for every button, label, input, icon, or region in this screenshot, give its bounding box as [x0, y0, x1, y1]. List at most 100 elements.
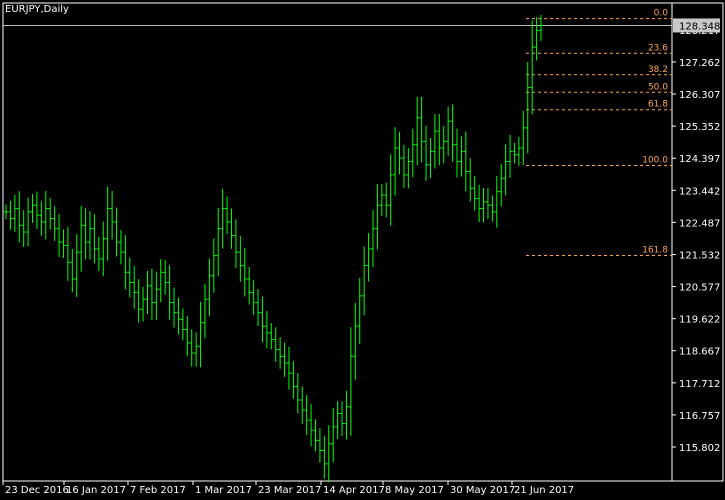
ohlc-bar: [21, 210, 26, 248]
ohlc-bar: [163, 260, 168, 295]
ohlc-bar: [70, 248, 75, 293]
price-tick-label: 115.802: [679, 443, 720, 454]
time-tick-label: 8 May 2017: [385, 485, 444, 496]
current-price-box: [673, 18, 720, 33]
time-tick-label: 1 Mar 2017: [195, 485, 252, 496]
ohlc-bar: [216, 207, 221, 277]
ohlc-bar: [419, 96, 424, 163]
ohlc-bar: [4, 204, 8, 220]
ohlc-bar: [17, 191, 22, 243]
ohlc-bar: [286, 346, 291, 390]
ohlc-bar: [141, 286, 146, 322]
fib-level-label: 61.8: [648, 100, 668, 110]
ohlc-bar: [39, 201, 44, 236]
ohlc-bar: [481, 188, 486, 223]
price-tick-label: 122.487: [679, 218, 720, 229]
price-tick-label: 118.667: [679, 347, 720, 358]
ohlc-bar: [8, 200, 13, 230]
ohlc-bar: [198, 301, 203, 368]
ohlc-bar: [304, 395, 309, 436]
ohlc-bar: [353, 302, 358, 380]
ohlc-bar: [225, 196, 230, 235]
ohlc-bar: [503, 144, 508, 196]
ohlc-bar: [256, 288, 261, 327]
price-tick-label: 117.712: [679, 379, 720, 390]
ohlc-bar: [176, 297, 181, 335]
price-tick-label: 124.397: [679, 154, 720, 165]
ohlc-bar: [251, 280, 256, 315]
ohlc-bar: [233, 219, 238, 269]
ohlc-bar: [521, 110, 526, 166]
ohlc-bar: [432, 114, 437, 169]
ohlc-bar: [185, 316, 190, 357]
ohlc-bar: [446, 106, 451, 156]
ohlc-bar: [105, 186, 110, 261]
ohlc-bar: [424, 125, 429, 181]
price-tick-label: 119.622: [679, 315, 720, 326]
ohlc-bar: [48, 197, 53, 230]
ohlc-bar: [388, 154, 393, 226]
ohlc-bar: [393, 127, 398, 196]
ohlc-bar: [331, 408, 336, 463]
ohlc-bar: [136, 279, 141, 323]
ohlc-bar: [441, 126, 446, 164]
ohlc-bar: [26, 197, 31, 247]
ohlc-bar: [362, 246, 367, 316]
ohlc-bar: [278, 337, 283, 369]
ohlc-bar: [110, 191, 115, 240]
ohlc-bar: [508, 135, 513, 178]
ohlc-bar: [348, 327, 353, 436]
ohlc-bar: [490, 195, 495, 222]
fib-level-label: 38.2: [648, 65, 668, 75]
ohlc-bar: [34, 191, 39, 229]
time-tick-label: 30 May 2017: [450, 485, 515, 496]
ohlc-bar: [322, 435, 327, 479]
ohlc-bar: [313, 419, 318, 452]
ohlc-bar: [477, 184, 482, 223]
fib-level-label: 161.8: [642, 246, 668, 256]
ohlc-bar: [317, 428, 322, 463]
ohlc-bar: [189, 329, 194, 367]
ohlc-bar: [300, 386, 305, 424]
ohlc-bar: [30, 194, 35, 223]
ohlc-bar: [92, 214, 97, 264]
ohlc-bar: [370, 210, 375, 268]
ohlc-bar: [340, 401, 345, 436]
ohlc-bar: [335, 401, 340, 440]
ohlc-bar: [57, 213, 62, 257]
ohlc-bar: [202, 283, 207, 339]
ohlc-bar: [357, 277, 362, 345]
ohlc-bar: [326, 425, 331, 483]
ohlc-bar: [264, 310, 269, 348]
price-tick-label: 120.577: [679, 283, 720, 294]
time-tick-label: 23 Dec 2016: [5, 485, 69, 496]
ohlc-bar: [494, 175, 499, 228]
ohlc-bar: [238, 236, 243, 282]
ohlc-bar: [114, 207, 119, 257]
ohlc-bar: [468, 158, 473, 202]
ohlc-bar: [397, 131, 402, 175]
ohlc-bar: [96, 236, 101, 272]
ohlc-bar: [406, 148, 411, 189]
ohlc-bar: [242, 248, 247, 297]
price-tick-label: 125.352: [679, 122, 720, 133]
symbol-title: EURJPY,Daily: [5, 4, 69, 15]
time-tick-label: 21 Jun 2017: [514, 485, 574, 496]
time-tick-label: 7 Feb 2017: [130, 485, 186, 496]
time-tick-label: 14 Apr 2017: [323, 485, 385, 496]
ohlc-bar: [291, 361, 296, 399]
ohlc-bar: [154, 271, 159, 321]
ohlc-bar: [454, 128, 459, 178]
ohlc-bar: [123, 235, 128, 290]
ohlc-bar: [499, 163, 504, 207]
ohlc-bar: [539, 14, 543, 41]
ohlc-bar: [485, 187, 490, 220]
ohlc-bar: [132, 266, 137, 309]
current-price-label: 128.348: [679, 21, 720, 32]
fib-level-label: 100.0: [642, 155, 668, 165]
ohlc-bar: [43, 191, 48, 240]
ohlc-bar: [309, 403, 314, 447]
ohlc-bar: [437, 113, 442, 166]
